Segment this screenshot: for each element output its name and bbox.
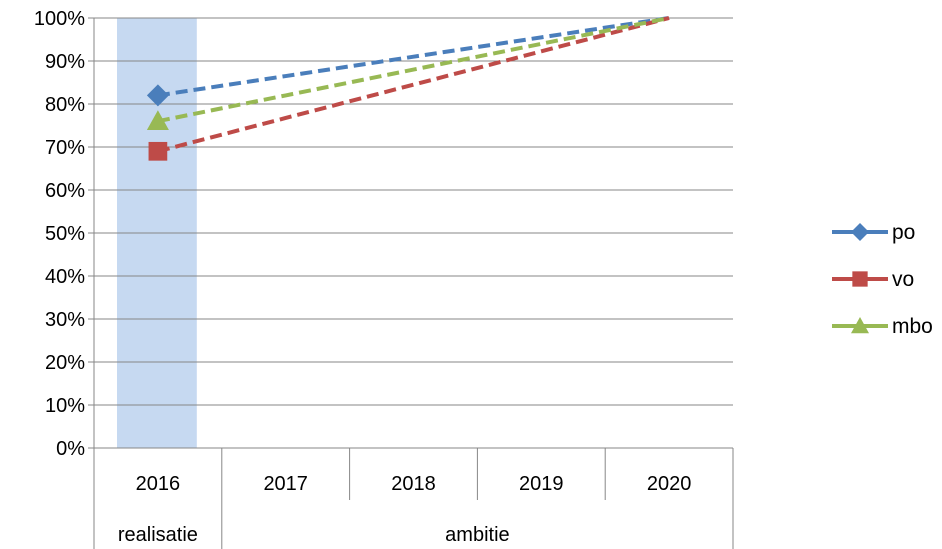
series-line-mbo xyxy=(157,16,670,124)
square-marker xyxy=(148,141,168,161)
y-tick-label: 60% xyxy=(45,180,85,202)
x-tick-label: 2018 xyxy=(391,473,436,495)
series-lines xyxy=(157,16,670,154)
series-line-vo xyxy=(157,16,670,154)
y-tick-label: 90% xyxy=(45,51,85,73)
diamond-marker xyxy=(146,84,169,107)
y-tick-label: 30% xyxy=(45,309,85,331)
y-tick-label: 10% xyxy=(45,395,85,417)
square-marker xyxy=(852,271,868,287)
series-markers xyxy=(146,84,169,161)
y-tick-label: 100% xyxy=(34,8,85,30)
y-tick-label: 80% xyxy=(45,94,85,116)
x-tick-label: 2016 xyxy=(136,473,181,495)
y-axis: 0% 10% 20% 30% 40% 50% 60% 70% 80% 90% 100% xyxy=(34,8,95,460)
triangle-marker xyxy=(851,317,869,334)
x-tick-label: 2019 xyxy=(519,473,564,495)
y-tick-label: 0% xyxy=(56,438,85,460)
legend-label: mbo xyxy=(892,315,933,338)
x-tick-label: 2020 xyxy=(647,473,692,495)
y-tick-label: 50% xyxy=(45,223,85,245)
x-group-label: ambitie xyxy=(445,524,509,546)
legend: po vo mbo xyxy=(832,221,933,338)
y-tick-label: 20% xyxy=(45,352,85,374)
series-line-po xyxy=(157,16,670,98)
legend-label: vo xyxy=(892,268,914,291)
gridlines xyxy=(94,17,733,406)
y-tick-label: 40% xyxy=(45,266,85,288)
diamond-marker xyxy=(851,223,869,241)
triangle-marker xyxy=(146,110,169,130)
x-tick-label: 2017 xyxy=(263,473,308,495)
x-group-label: realisatie xyxy=(118,524,198,546)
legend-label: po xyxy=(892,221,915,244)
y-tick-label: 70% xyxy=(45,137,85,159)
x-axis: 2016 2017 2018 2019 2020 realisatie ambitie xyxy=(93,447,734,549)
